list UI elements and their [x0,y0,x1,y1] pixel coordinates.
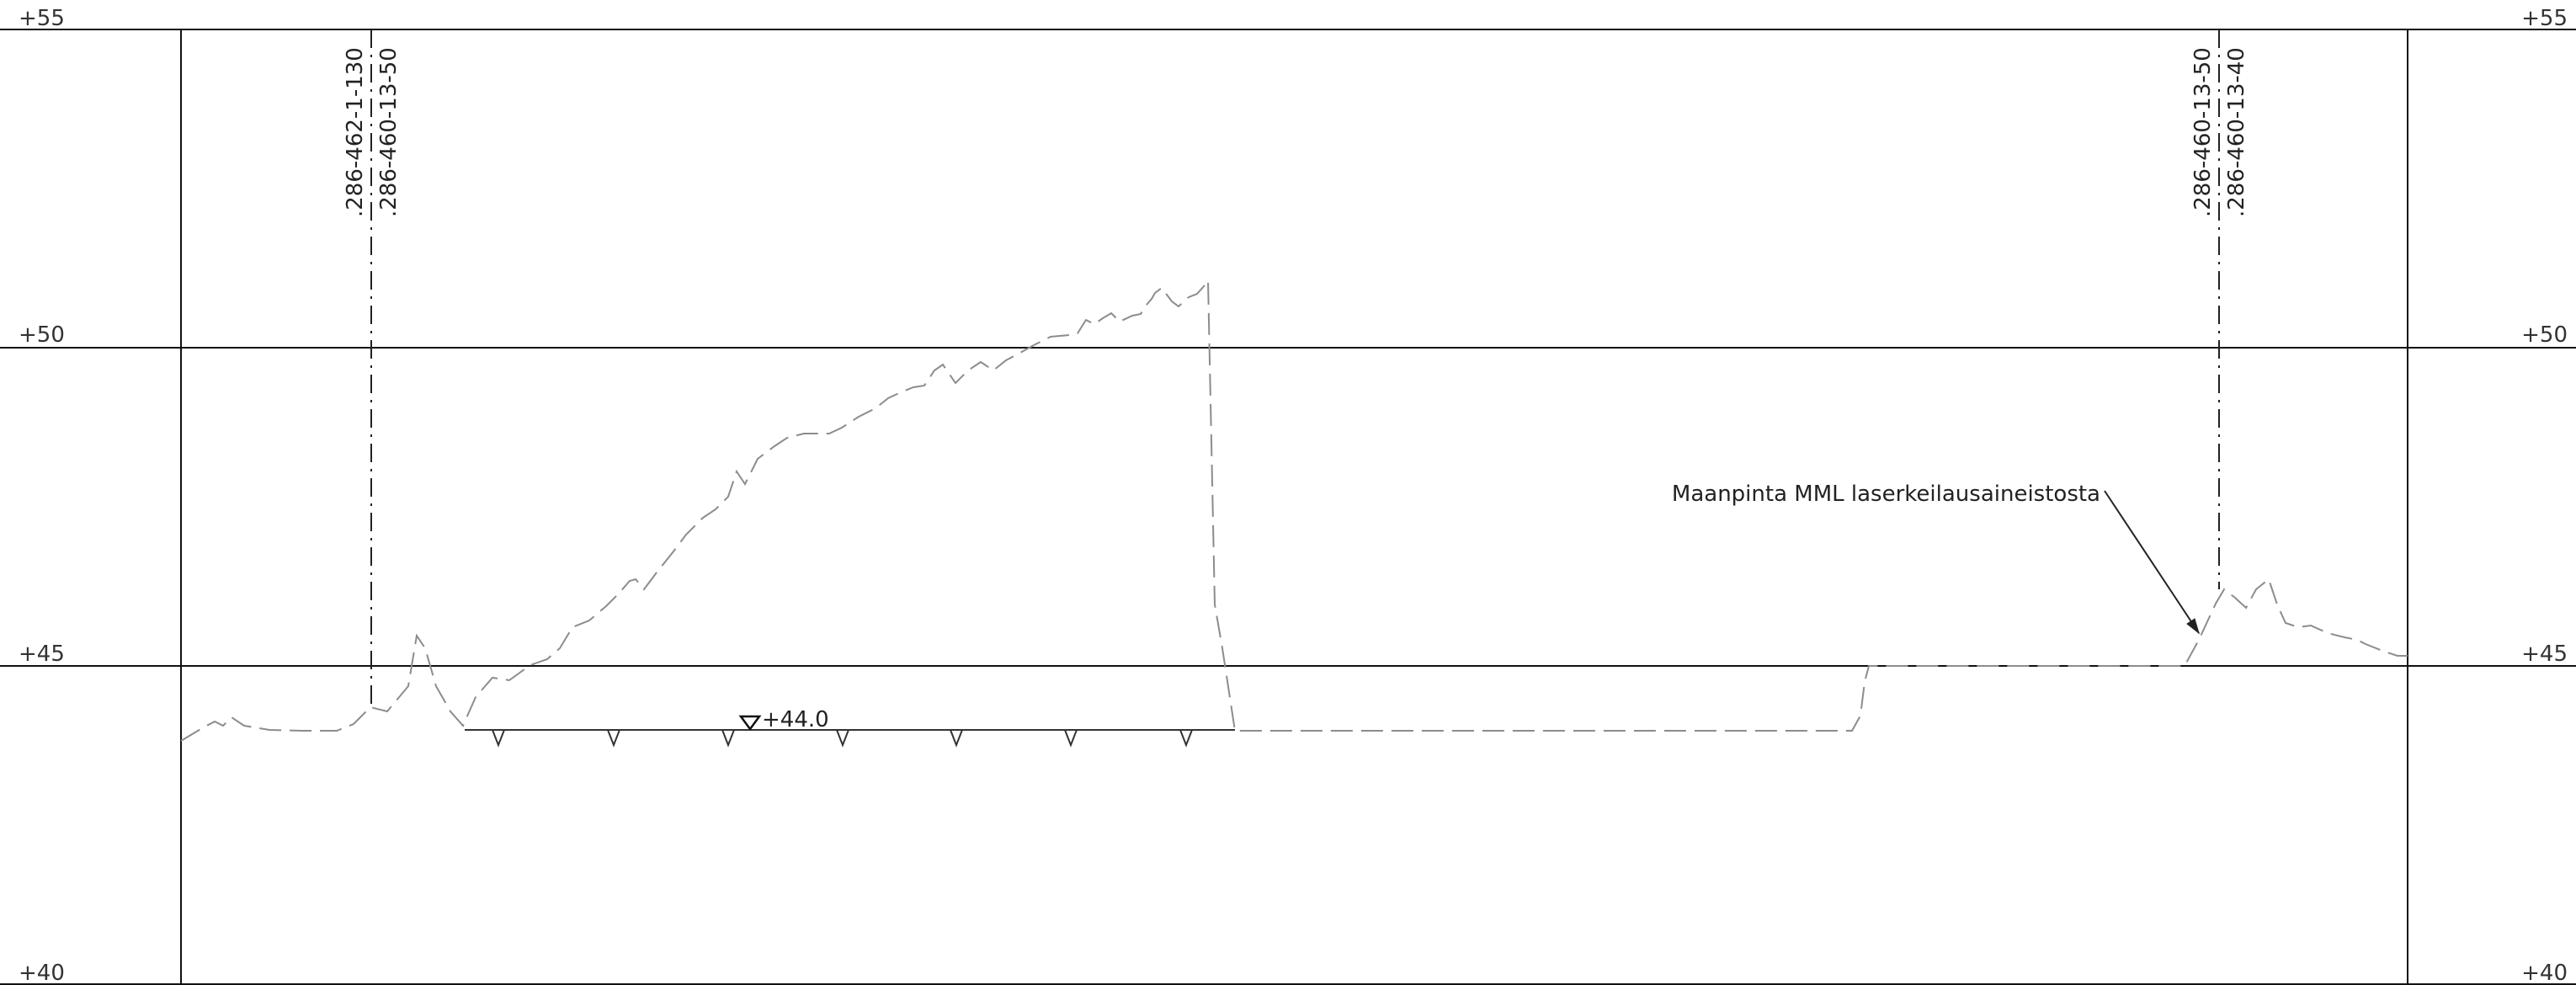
water-level-line [465,729,1235,748]
ground-surface-profile [180,277,2408,742]
boundary-label-left: .286-462-1-130 .286-460-13-50 [343,47,402,217]
boundary-left-line2: .286-460-13-50 [376,47,402,217]
boundary-right-line1: .286-460-13-50 [2190,47,2216,217]
boundary-right-line2: .286-460-13-40 [2224,47,2249,217]
water-tick [607,729,620,748]
annotation-leader-line [2104,490,2200,634]
level-label-45-right: +45 [2521,642,2568,667]
level-label-55-right: +55 [2521,6,2568,31]
level-label-45-left: +45 [19,642,65,667]
annotation-arrow-icon [2186,618,2200,635]
level-label-55-left: +55 [19,6,65,31]
boundary-left-line1: .286-462-1-130 [343,47,368,217]
level-label-40-left: +40 [19,961,65,985]
water-tick [492,729,505,748]
water-tick [836,729,849,748]
water-level-triangle-icon [738,715,762,732]
water-tick [950,729,963,748]
water-level-label: +44.0 [762,707,829,732]
water-tick [1064,729,1078,748]
level-label-50-left: +50 [19,322,65,348]
level-label-40-right: +40 [2521,961,2568,985]
water-tick [1179,729,1193,748]
ground-surface-annotation: Maanpinta MML laserkeilausaineistosta [1672,482,2100,507]
level-label-50-right: +50 [2521,322,2568,348]
boundary-label-right: .286-460-13-50 .286-460-13-40 [2190,47,2249,217]
water-tick [721,729,735,748]
